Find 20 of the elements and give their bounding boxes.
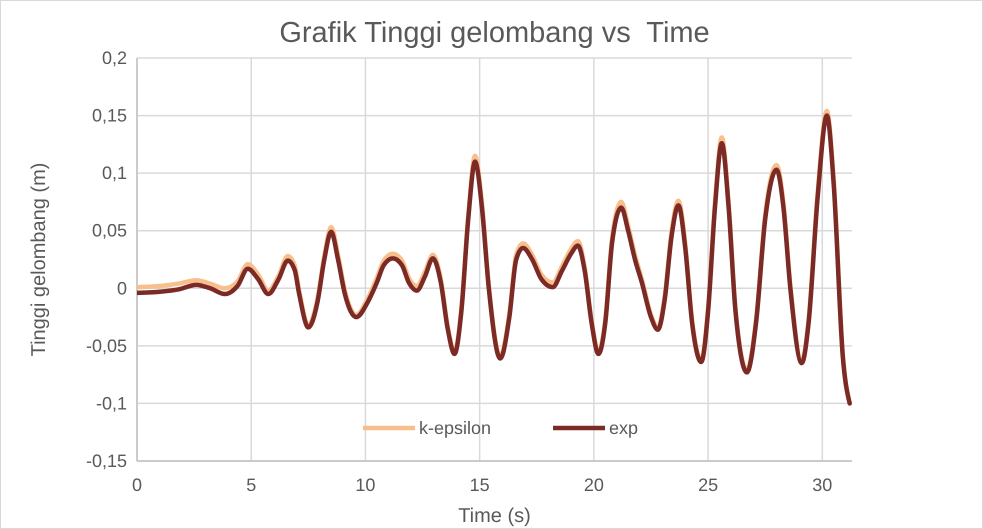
- legend-label: exp: [609, 418, 638, 438]
- legend-label: k-epsilon: [419, 418, 492, 438]
- x-tick-label: 10: [355, 475, 376, 495]
- y-tick-label: 0,1: [102, 163, 127, 184]
- x-tick-label: 20: [584, 475, 604, 495]
- y-axis-title: Tinggi gelombang (m): [28, 162, 50, 356]
- y-tick-label: 0,2: [102, 48, 127, 68]
- y-tick-label: -0,15: [86, 451, 127, 471]
- x-tick-label: 25: [698, 475, 718, 495]
- x-tick-label: 30: [812, 475, 832, 495]
- x-tick-label: 5: [246, 475, 256, 495]
- x-tick-label: 0: [132, 475, 142, 495]
- y-tick-label: 0,05: [92, 220, 127, 241]
- x-axis-title: Time (s): [458, 505, 531, 527]
- y-tick-label: 0,15: [92, 106, 127, 126]
- x-tick-label: 15: [470, 475, 490, 495]
- y-tick-label: 0: [116, 278, 127, 298]
- y-tick-label: -0,05: [86, 336, 127, 356]
- y-tick-label: -0,1: [96, 393, 127, 414]
- chart-title: Grafik Tinggi gelombang vs Time: [279, 17, 710, 49]
